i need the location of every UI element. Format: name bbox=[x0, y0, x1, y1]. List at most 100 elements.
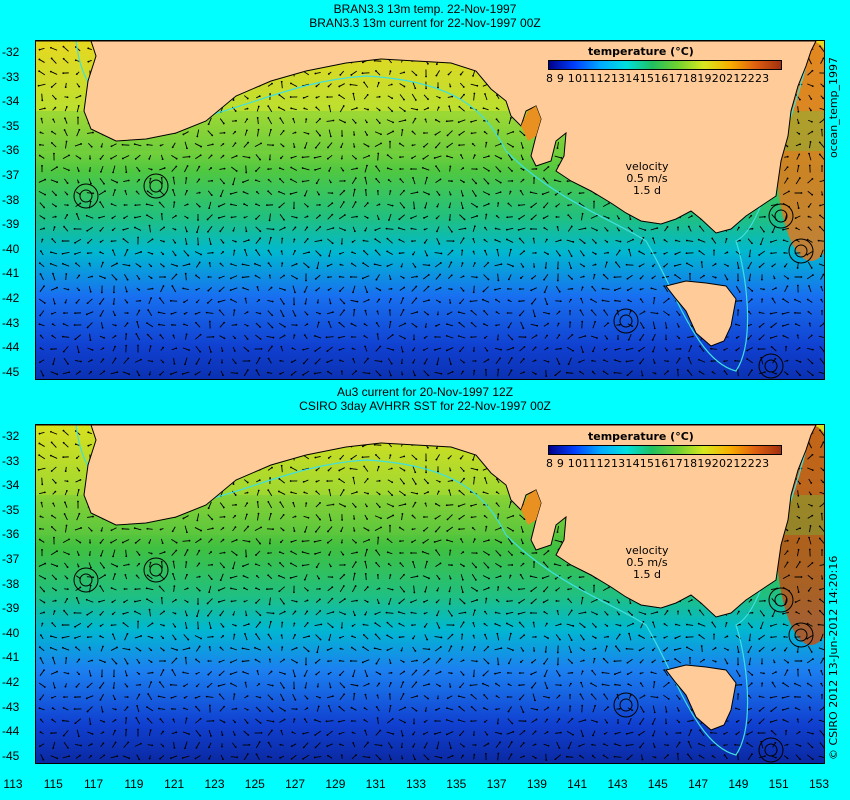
top-lat-tick: -43 bbox=[2, 315, 20, 330]
bottom-lat-tick: -44 bbox=[2, 724, 20, 739]
bottom-eddy bbox=[768, 587, 794, 613]
bottom-eddy bbox=[79, 573, 93, 587]
bottom-map-canvas bbox=[36, 425, 824, 763]
top-lat-tick: -33 bbox=[2, 69, 20, 84]
lon-tick: 153 bbox=[808, 777, 830, 791]
bottom-lat-tick: -42 bbox=[2, 675, 20, 689]
lon-tick: 117 bbox=[84, 777, 104, 791]
lon-tick: 127 bbox=[285, 777, 306, 791]
lon-tick: 145 bbox=[647, 777, 668, 791]
bottom-velocity-label: velocity bbox=[625, 544, 669, 557]
bottom-lat-tick: -37 bbox=[2, 552, 20, 566]
top-legend: temperature (°C) 8 9 1011121314151617181… bbox=[546, 45, 783, 87]
top-title-line2: BRAN3.3 13m current for 22-Nov-1997 00Z bbox=[309, 16, 541, 30]
top-velocity-scale: 1.5 d bbox=[633, 184, 661, 197]
top-side-label: ocean_temp_1997 bbox=[827, 56, 840, 158]
bottom-eddy bbox=[73, 567, 99, 593]
top-lat-tick: -32 bbox=[2, 45, 20, 59]
top-title-line1: BRAN3.3 13m temp. 22-Nov-1997 bbox=[333, 2, 517, 16]
top-lat-tick: -39 bbox=[2, 217, 20, 232]
top-legend-colorbar bbox=[548, 60, 782, 70]
bottom-legend-ticks: 8 9 1011121314151617181920212223 bbox=[546, 457, 770, 470]
top-lat-tick: -41 bbox=[2, 266, 20, 281]
top-eddy bbox=[788, 238, 814, 264]
lon-tick: 137 bbox=[486, 777, 507, 791]
bottom-lat-tick: -40 bbox=[2, 625, 20, 640]
top-lat-tick: -35 bbox=[2, 118, 20, 133]
top-eddy bbox=[613, 308, 639, 334]
lon-tick: 115 bbox=[43, 777, 63, 791]
bottom-title-line1: Au3 current for 20-Nov-1997 12Z bbox=[336, 385, 514, 399]
top-eddy bbox=[764, 359, 778, 373]
top-lat-tick: -45 bbox=[2, 364, 20, 379]
top-eddy bbox=[774, 209, 788, 223]
top-lat-tick: -40 bbox=[2, 241, 20, 256]
lon-tick: 123 bbox=[204, 777, 225, 791]
bottom-lat-tick: -38 bbox=[2, 576, 20, 591]
bottom-eddy bbox=[794, 628, 808, 642]
bottom-title-line2: CSIRO 3day AVHRR SST for 22-Nov-1997 00Z bbox=[299, 399, 551, 413]
top-lat-tick: -37 bbox=[2, 168, 20, 182]
bottom-australia-landmass bbox=[36, 425, 817, 618]
bottom-eddy bbox=[774, 593, 788, 607]
bottom-lat-tick: -43 bbox=[2, 699, 20, 714]
lon-tick: 113 bbox=[3, 777, 23, 791]
bottom-legend-colorbar bbox=[548, 445, 782, 455]
lon-tick: 131 bbox=[365, 777, 386, 791]
top-australia-landmass bbox=[36, 41, 817, 234]
bottom-velocity-scale: 1.5 d bbox=[633, 568, 661, 581]
lon-tick: 149 bbox=[728, 777, 749, 791]
top-eddy bbox=[149, 179, 163, 193]
top-lat-tick: -36 bbox=[2, 143, 20, 158]
lon-tick: 135 bbox=[446, 777, 467, 791]
lon-tick: 129 bbox=[325, 777, 346, 791]
bottom-eddy bbox=[613, 692, 639, 718]
bottom-lat-tick: -41 bbox=[2, 650, 20, 665]
top-eddy bbox=[79, 189, 93, 203]
top-tasmania-landmass bbox=[665, 280, 737, 347]
top-map-panel bbox=[35, 40, 825, 380]
top-velocity-key: velocity 0.5 m/s 1.5 d bbox=[617, 161, 677, 197]
top-velocity-value: 0.5 m/s bbox=[626, 172, 668, 185]
lon-tick: 147 bbox=[688, 777, 709, 791]
bottom-legend-title: temperature (°C) bbox=[588, 430, 694, 443]
top-lat-tick: -34 bbox=[2, 94, 20, 109]
bottom-side-label: © CSIRO 2012 13-Jun-2012 14:20:16 bbox=[827, 555, 840, 760]
bottom-eddy bbox=[619, 698, 633, 712]
bottom-bathymetry-contour bbox=[75, 425, 812, 756]
top-map-canvas bbox=[36, 41, 824, 379]
lon-tick: 125 bbox=[244, 777, 265, 791]
top-eddy bbox=[73, 183, 99, 209]
top-eddy bbox=[794, 244, 808, 258]
bottom-lat-tick: -32 bbox=[2, 429, 20, 443]
bottom-lat-tick: -35 bbox=[2, 502, 20, 517]
top-eddy bbox=[143, 173, 169, 199]
lon-tick: 139 bbox=[526, 777, 547, 791]
lon-tick: 121 bbox=[164, 777, 185, 791]
bottom-gulf-warm-water bbox=[521, 490, 541, 525]
bottom-map-panel bbox=[35, 424, 825, 764]
bottom-velocity-key: velocity 0.5 m/s 1.5 d bbox=[617, 545, 677, 581]
bottom-lat-tick: -45 bbox=[2, 748, 20, 763]
top-bathymetry-contour bbox=[75, 41, 812, 372]
top-lat-tick: -44 bbox=[2, 340, 20, 355]
bottom-legend: temperature (°C) 8 9 1011121314151617181… bbox=[546, 430, 783, 472]
bottom-eddy bbox=[788, 622, 814, 648]
bottom-eddy bbox=[149, 563, 163, 577]
top-legend-ticks: 8 9 1011121314151617181920212223 bbox=[546, 72, 770, 85]
top-eddy bbox=[758, 353, 784, 379]
bottom-eddy bbox=[758, 737, 784, 763]
lon-tick: 151 bbox=[768, 777, 789, 791]
top-lat-tick: -38 bbox=[2, 192, 20, 207]
lon-tick: 141 bbox=[567, 777, 588, 791]
bottom-lat-tick: -33 bbox=[2, 453, 20, 468]
top-lat-tick: -42 bbox=[2, 291, 20, 305]
bottom-velocity-value: 0.5 m/s bbox=[626, 556, 668, 569]
bottom-lat-tick: -39 bbox=[2, 601, 20, 616]
top-velocity-label: velocity bbox=[625, 160, 669, 173]
lon-tick: 133 bbox=[405, 777, 427, 791]
bottom-lat-tick: -34 bbox=[2, 478, 20, 493]
top-legend-title: temperature (°C) bbox=[588, 45, 694, 58]
lon-tick: 119 bbox=[124, 777, 144, 791]
top-gulf-warm-water bbox=[521, 106, 541, 141]
